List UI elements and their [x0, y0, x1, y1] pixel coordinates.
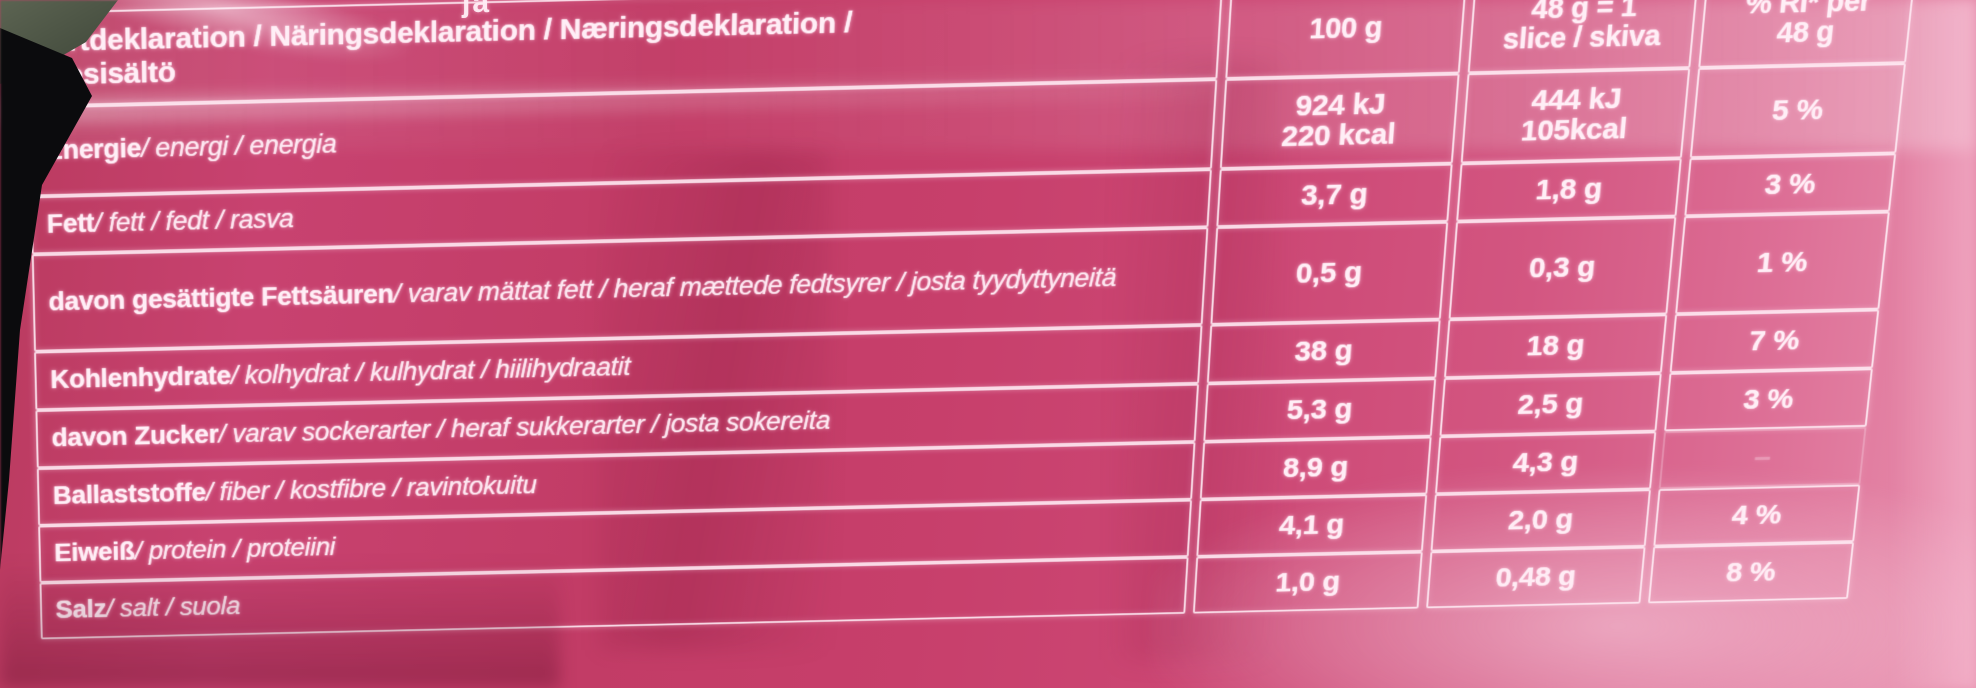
- value-percent-ri: 5 %: [1689, 63, 1906, 159]
- label-alt: / varav sockerarter / heraf sukkerarter …: [218, 406, 831, 449]
- table-title-line1: wertdeklaration / Näringsdeklaration / N…: [28, 6, 853, 59]
- label-alt: / varav mättat fett / heraf mættede fedt…: [393, 263, 1118, 309]
- label-main: Fett: [46, 208, 95, 239]
- label-alt: / protein / proteiini: [134, 532, 336, 566]
- value-per-slice: 0,48 g: [1426, 546, 1646, 609]
- value-percent-ri: 7 %: [1669, 309, 1880, 373]
- label-alt: / kolhydrat / kulhydrat / hiilihydraatit: [230, 352, 631, 390]
- bag-edge-highlight: [1890, 0, 1976, 688]
- value-per-100g: 3,7 g: [1216, 163, 1453, 228]
- label-main: Ballaststoffe: [52, 478, 206, 510]
- value-per-slice: 0,3 g: [1448, 216, 1677, 320]
- value-per-100g: 38 g: [1206, 319, 1441, 384]
- value-per-100g: 1,0 g: [1192, 551, 1423, 614]
- value-per-100g: 5,3 g: [1203, 378, 1437, 442]
- value-per-slice: 4,3 g: [1434, 431, 1657, 495]
- value-per-100g: 924 kJ 220 kcal: [1219, 73, 1460, 169]
- value-per-slice: 18 g: [1443, 314, 1668, 379]
- label-alt: / fett / fedt / rasva: [94, 204, 294, 238]
- column-header-per-100g: 100 g: [1225, 0, 1468, 79]
- value-per-slice: 444 kJ 105kcal: [1460, 68, 1691, 164]
- label-alt: / fiber / kostfibre / ravintokuitu: [205, 470, 537, 507]
- value-per-slice: 2,0 g: [1430, 489, 1651, 552]
- value-per-100g: 0,5 g: [1210, 221, 1449, 325]
- cut-off-text-fragment: ja: [462, 0, 492, 19]
- value-percent-ri: 3 %: [1684, 153, 1897, 217]
- value-percent-ri: 1 %: [1675, 211, 1890, 315]
- value-per-100g: 8,9 g: [1199, 436, 1432, 500]
- label-main: Eiweiß: [53, 537, 136, 567]
- label-alt: / salt / suola: [105, 592, 241, 623]
- label-main: davon Zucker: [51, 420, 219, 453]
- value-per-slice: 1,8 g: [1456, 158, 1682, 222]
- value-percent-ri: 3 %: [1664, 368, 1873, 432]
- column-header-percent-ri: % RI* per 48 g: [1698, 0, 1917, 68]
- value-percent-ri: 4 %: [1653, 484, 1861, 547]
- value-per-slice: 2,5 g: [1439, 373, 1662, 437]
- label-alt: / energi / energia: [140, 129, 337, 163]
- nutrition-table: wertdeklaration / Näringsdeklaration / N…: [26, 0, 1917, 640]
- value-percent-ri: 8 %: [1647, 541, 1855, 604]
- value-per-100g: 4,1 g: [1196, 494, 1428, 557]
- label-main: davon gesättigte Fettsäuren: [48, 279, 394, 317]
- label-main: Kohlenhydrate: [49, 361, 231, 394]
- value-percent-ri: –: [1658, 426, 1867, 490]
- label-main: Salz: [55, 595, 107, 624]
- column-header-per-slice: 48 g = 1 slice / skiva: [1467, 0, 1700, 74]
